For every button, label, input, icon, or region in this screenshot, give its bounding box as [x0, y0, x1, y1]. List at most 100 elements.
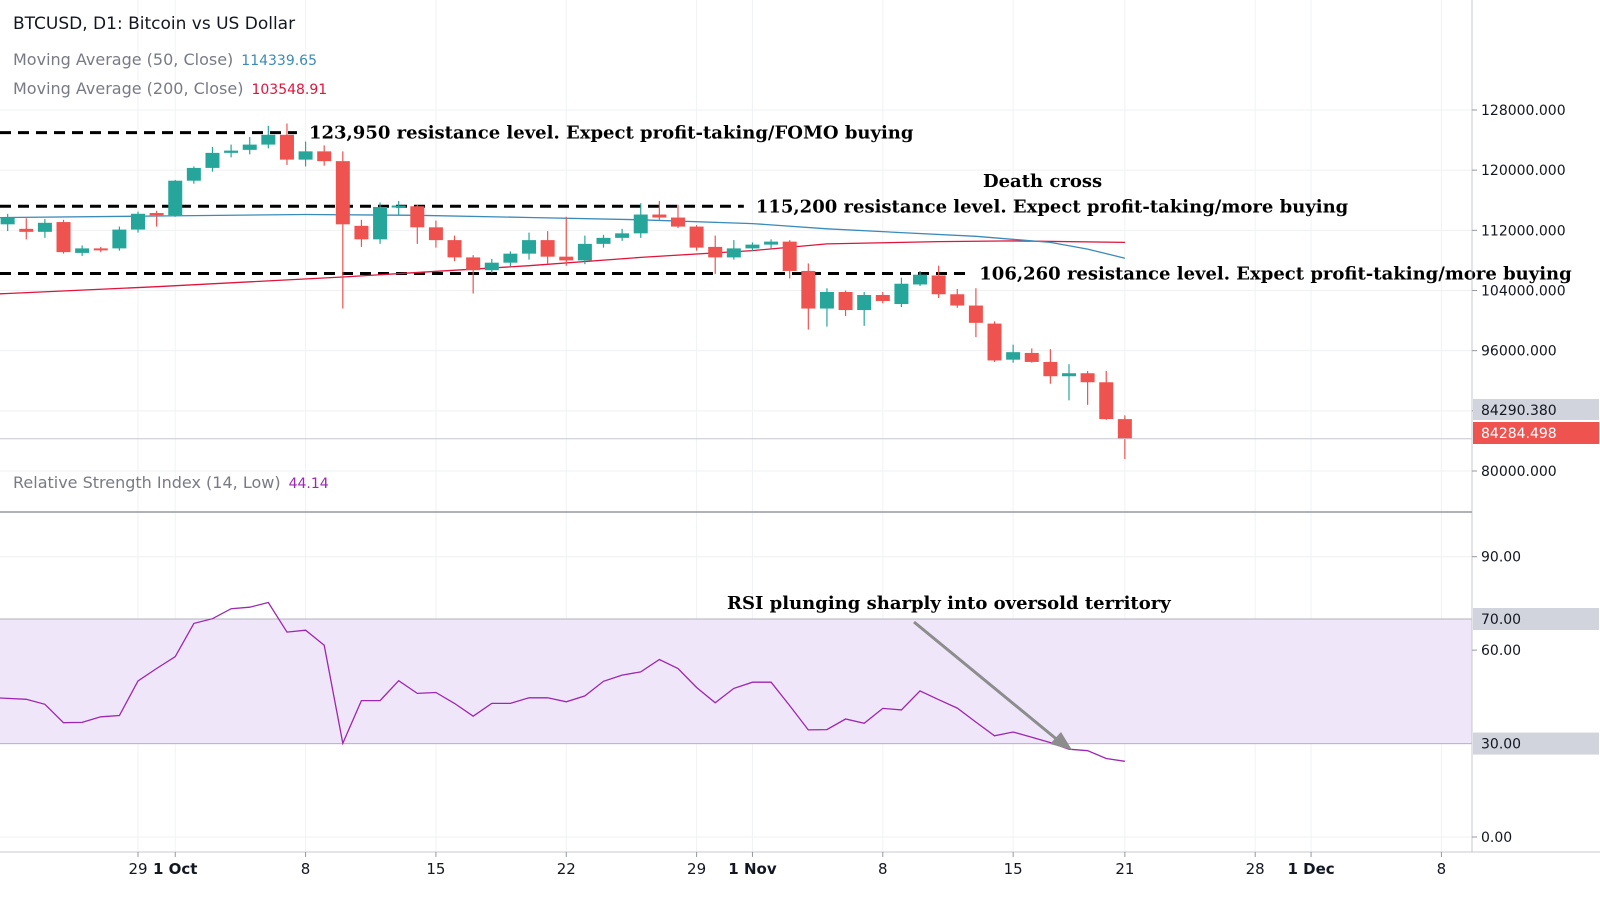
- candle: [447, 235, 462, 262]
- candle: [503, 251, 518, 267]
- candle: [149, 210, 164, 227]
- candle: [1043, 349, 1058, 384]
- candle-body: [484, 262, 499, 271]
- candle: [186, 166, 201, 184]
- candle-body: [224, 150, 239, 153]
- candle: [112, 226, 127, 251]
- candle-body: [503, 253, 518, 263]
- candle-body: [950, 294, 965, 306]
- resistance-label: 106,260 resistance level. Expect profit-…: [979, 264, 1572, 285]
- candle: [354, 219, 369, 247]
- candle-body: [615, 233, 630, 238]
- ma200-line: [0, 240, 1125, 295]
- candle-body: [466, 257, 481, 271]
- time-tick-label: 21: [1115, 860, 1134, 878]
- price-labels: 84290.380 84284.498: [1473, 399, 1599, 444]
- candle-body: [596, 237, 611, 244]
- candle: [279, 123, 294, 165]
- candle-body: [838, 292, 853, 311]
- candle-body: [335, 161, 350, 225]
- candle: [93, 246, 108, 253]
- candle-body: [875, 295, 890, 302]
- price-tick-label: 120000.000: [1481, 163, 1566, 179]
- candle-body: [1024, 352, 1039, 362]
- time-tick-label: 15: [426, 860, 445, 878]
- ma50-line: [0, 213, 1126, 259]
- candle-body: [168, 180, 183, 216]
- candle-body: [186, 167, 201, 181]
- candle: [689, 225, 704, 251]
- time-tick-label: 29: [687, 860, 706, 878]
- candle: [894, 277, 909, 308]
- candle: [205, 146, 220, 172]
- candle-body: [801, 270, 816, 309]
- candle-body: [373, 207, 388, 240]
- candle: [1024, 348, 1039, 363]
- candle: [56, 219, 71, 254]
- candle: [391, 201, 406, 216]
- candle-body: [428, 227, 443, 241]
- candle: [819, 288, 834, 327]
- rsi-tick-label: 0.00: [1481, 830, 1512, 846]
- candle-body: [782, 241, 797, 271]
- rsi-path: [0, 601, 1125, 762]
- candle-body: [670, 217, 685, 227]
- candle-body: [987, 323, 1002, 361]
- candle: [559, 216, 574, 266]
- candle-body: [279, 134, 294, 160]
- time-tick-label: 29: [128, 860, 147, 878]
- candle: [37, 219, 52, 238]
- candle: [1006, 344, 1021, 363]
- candle: [708, 235, 723, 274]
- rsi-band: [0, 618, 1472, 745]
- ma50-label: Moving Average (50, Close): [13, 50, 234, 69]
- candle-body: [1117, 419, 1132, 439]
- candle: [317, 145, 332, 166]
- candle-body: [745, 244, 760, 249]
- candle: [652, 201, 667, 220]
- candle: [913, 270, 928, 286]
- candle: [857, 292, 872, 326]
- candle-body: [708, 246, 723, 258]
- candle: [670, 204, 685, 229]
- candle-body: [1006, 352, 1021, 360]
- candle: [633, 203, 648, 238]
- candle-body: [559, 256, 574, 261]
- ma50-path: [0, 213, 1126, 259]
- rsi-legend: Relative Strength Index (14, Low) 44.14: [13, 473, 329, 492]
- resistance-levels: 123,950 resistance level. Expect profit-…: [0, 123, 1572, 285]
- time-tick-label: 8: [301, 860, 311, 878]
- candle-body: [633, 214, 648, 234]
- last-price-gray-label: 84290.380: [1481, 403, 1557, 419]
- candle-body: [112, 229, 127, 249]
- candle: [131, 211, 145, 233]
- candle: [19, 218, 34, 240]
- rsi-value: 44.14: [288, 476, 329, 492]
- candle: [838, 290, 853, 317]
- candle-body: [1043, 361, 1058, 377]
- time-tick-label: 15: [1004, 860, 1023, 878]
- candle: [596, 234, 611, 248]
- price-tick-label: 104000.000: [1481, 284, 1566, 300]
- candle: [968, 288, 983, 338]
- price-tick-label: 112000.000: [1481, 223, 1566, 239]
- rsi-arrow-head: [1050, 732, 1072, 750]
- candle-body: [354, 225, 369, 240]
- rsi-tick-label: 90.00: [1481, 550, 1521, 566]
- candle: [577, 235, 592, 265]
- candle-body: [298, 151, 313, 160]
- candle: [764, 239, 779, 249]
- candle: [1099, 370, 1114, 420]
- candle-body: [689, 226, 704, 248]
- candle-body: [540, 240, 555, 257]
- candle-body: [205, 152, 220, 168]
- candle: [1062, 364, 1076, 401]
- candle: [298, 141, 313, 167]
- rsi-arrow-shaft: [913, 620, 1061, 744]
- candle-body: [242, 144, 257, 150]
- candle: [373, 202, 388, 244]
- candle-body: [75, 248, 90, 253]
- candle: [726, 240, 741, 260]
- candle-body: [577, 243, 592, 261]
